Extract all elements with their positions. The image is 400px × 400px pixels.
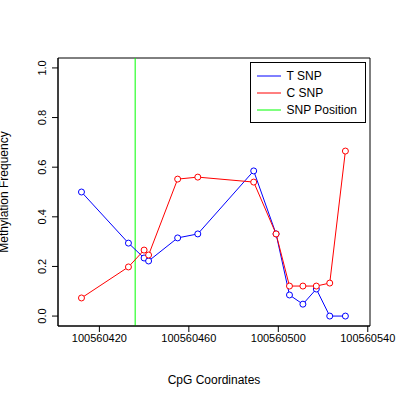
svg-text:100560420: 100560420: [72, 332, 127, 344]
svg-text:Methylation Frequency: Methylation Frequency: [8, 131, 11, 252]
svg-text:0.2: 0.2: [36, 259, 48, 274]
html-text:SNP Position: SNP Position: [286, 102, 357, 117]
svg-text:100560460: 100560460: [161, 332, 216, 344]
svg-text:0.0: 0.0: [36, 308, 48, 323]
svg-text:1.0: 1.0: [36, 60, 48, 75]
svg-text:CpG Coordinates: CpG Coordinates: [168, 373, 261, 387]
svg-text:0.8: 0.8: [36, 110, 48, 125]
svg-text:0.4: 0.4: [36, 209, 48, 224]
svg-text:0.6: 0.6: [36, 160, 48, 175]
html-text:C SNP: C SNP: [286, 85, 324, 100]
svg-text:100560540: 100560540: [340, 332, 392, 344]
html-text:T SNP: T SNP: [286, 68, 322, 83]
svg-text:100560500: 100560500: [251, 332, 306, 344]
